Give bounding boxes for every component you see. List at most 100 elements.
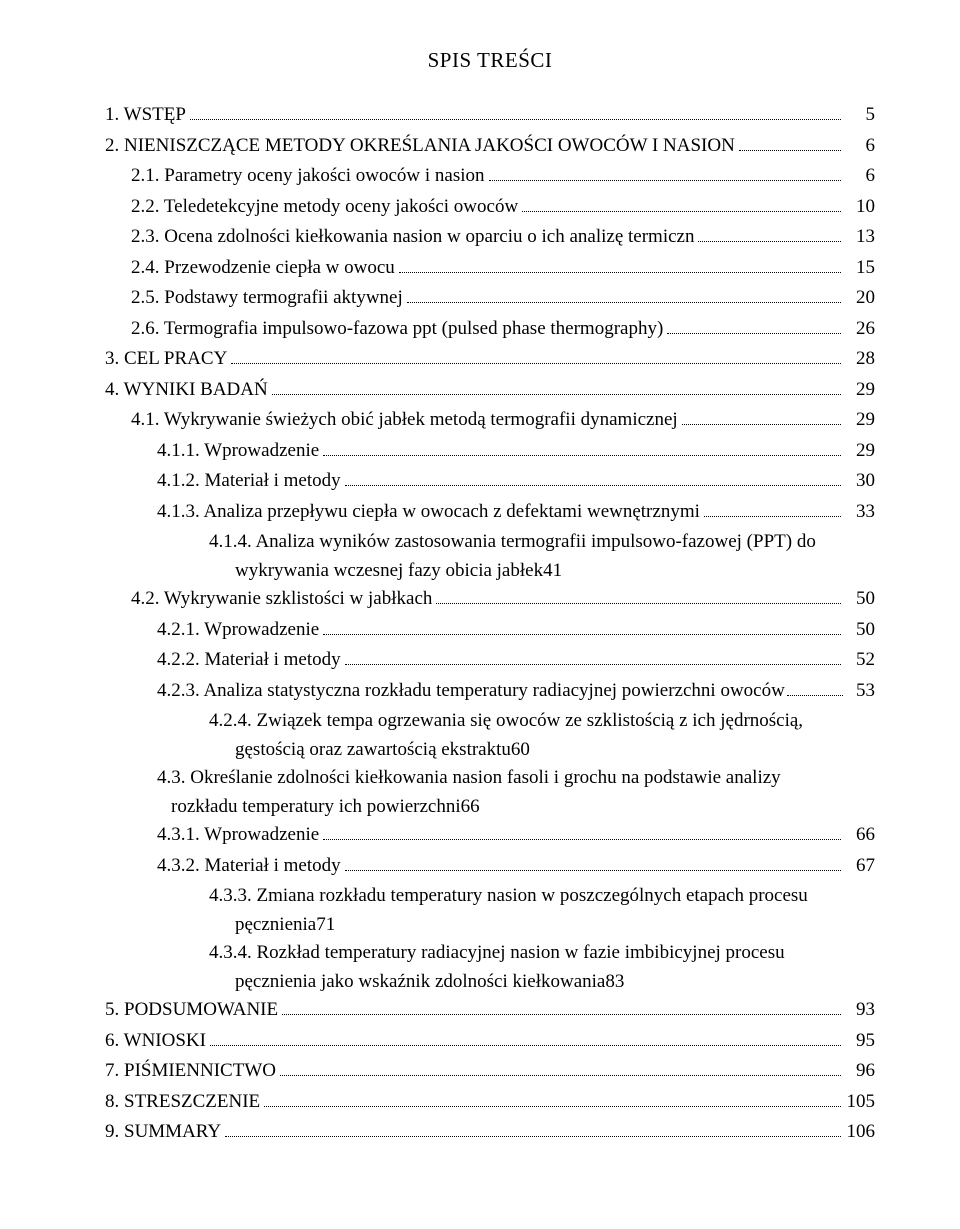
toc-entry: 4.2.2. Materiał i metody 52 (105, 646, 875, 675)
toc-entry: 4. WYNIKI BADAŃ29 (105, 376, 875, 405)
toc-entry: 2.4. Przewodzenie ciepła w owocu 15 (105, 254, 875, 283)
toc-entry-line1: 4.3. Określanie zdolności kiełkowania na… (131, 764, 875, 793)
toc-entry-label: 5. PODSUMOWANIE (105, 996, 278, 1025)
toc-entry: 4.2.1. Wprowadzenie 50 (105, 616, 875, 645)
toc-entry-label: 2.1. Parametry oceny jakości owoców i na… (131, 162, 485, 191)
toc-page-number: 93 (845, 996, 875, 1025)
toc-entry: 2.3. Ocena zdolności kiełkowania nasion … (105, 223, 875, 252)
toc-entry-label: 4.3.1. Wprowadzenie (157, 821, 319, 850)
toc-entry-label: 4. WYNIKI BADAŃ (105, 376, 268, 405)
toc-leader-dots (399, 254, 841, 272)
toc-entry-label: 4.1. Wykrywanie świeżych obić jabłek met… (131, 406, 678, 435)
toc-page-number: 5 (845, 101, 875, 130)
toc-entry: 4.1.3. Analiza przepływu ciepła w owocac… (105, 498, 875, 527)
toc-entry-label: wykrywania wczesnej fazy obicia jabłek (235, 557, 543, 586)
toc-page-number: 20 (845, 284, 875, 313)
toc-entry-line1: 4.3.3. Zmiana rozkładu temperatury nasio… (157, 882, 875, 911)
toc-entry-line1: 4.3.4. Rozkład temperatury radiacyjnej n… (157, 939, 875, 968)
toc-entry-label: 6. WNIOSKI (105, 1027, 206, 1056)
toc-page-number: 26 (845, 315, 875, 344)
toc-entry: 4.1.4. Analiza wyników zastosowania term… (105, 528, 875, 585)
toc-leader-dots (698, 224, 841, 242)
toc-entry: 4.2.4. Związek tempa ogrzewania się owoc… (105, 707, 875, 764)
toc-entry-label: 2.2. Teledetekcyjne metody oceny jakości… (131, 193, 518, 222)
toc-entry-line1: 4.1.4. Analiza wyników zastosowania term… (157, 528, 875, 557)
toc-entry: 7. PIŚMIENNICTWO96 (105, 1057, 875, 1086)
toc-entry: 4.2. Wykrywanie szklistości w jabłkach 50 (105, 585, 875, 614)
toc-page-number: 95 (845, 1027, 875, 1056)
toc-page-number: 60 (511, 736, 530, 765)
toc-leader-dots (436, 586, 841, 604)
toc-entry: 2.5. Podstawy termografii aktywnej 20 (105, 284, 875, 313)
toc-entry-label: 4.3.2. Materiał i metody (157, 852, 341, 881)
toc-leader-dots (323, 437, 841, 455)
toc-leader-dots (231, 346, 841, 364)
page-title: SPIS TREŚCI (105, 48, 875, 73)
toc-entry-label: 4.2. Wykrywanie szklistości w jabłkach (131, 585, 432, 614)
toc-entry-label: pęcznienia (235, 911, 316, 940)
toc-entry-label: rozkładu temperatury ich powierzchni (171, 793, 461, 822)
toc-page-number: 106 (845, 1118, 875, 1147)
toc-leader-dots (190, 102, 841, 120)
toc-entry-label: 2.6. Termografia impulsowo-fazowa ppt (p… (131, 315, 663, 344)
toc-entry: 2.1. Parametry oceny jakości owoców i na… (105, 162, 875, 191)
toc-page-number: 67 (845, 852, 875, 881)
toc-list: 1. WSTĘP 5 2. NIENISZCZĄCE METODY OKREŚLAN… (105, 101, 875, 1147)
toc-entry-line1: 4.2.4. Związek tempa ogrzewania się owoc… (157, 707, 875, 736)
toc-entry-label: 4.2.3. Analiza statystyczna rozkładu tem… (157, 677, 785, 706)
toc-page-number: 105 (845, 1088, 875, 1117)
toc-page-number: 15 (845, 254, 875, 283)
toc-leader-dots (282, 997, 841, 1015)
toc-entry: 4.2.3. Analiza statystyczna rozkładu tem… (105, 677, 875, 706)
toc-entry: 1. WSTĘP 5 (105, 101, 875, 130)
toc-entry-label: 2. NIENISZCZĄCE METODY OKREŚLANIA JAKOŚC… (105, 132, 735, 161)
toc-page-number: 50 (845, 585, 875, 614)
toc-entry-line2: rozkładu temperatury ich powierzchni66 (131, 793, 875, 822)
toc-page-number: 10 (845, 193, 875, 222)
toc-entry: 4.1.1. Wprowadzenie29 (105, 437, 875, 466)
toc-leader-dots (225, 1119, 841, 1137)
toc-leader-dots (210, 1027, 841, 1045)
toc-entry-label: 1. WSTĘP (105, 101, 186, 130)
toc-entry-label: 2.5. Podstawy termografii aktywnej (131, 284, 403, 313)
toc-entry: 4.1.2. Materiał i metody30 (105, 467, 875, 496)
toc-entry-line2: wykrywania wczesnej fazy obicia jabłek41 (157, 557, 875, 586)
toc-page-number: 71 (316, 911, 335, 940)
toc-entry-label: 9. SUMMARY (105, 1118, 221, 1147)
toc-entry-label: 4.2.2. Materiał i metody (157, 646, 341, 675)
toc-page-number: 83 (605, 968, 624, 997)
toc-page-number: 33 (845, 498, 875, 527)
toc-leader-dots (682, 407, 841, 425)
toc-entry: 4.3.4. Rozkład temperatury radiacyjnej n… (105, 939, 875, 996)
toc-page-number: 30 (845, 467, 875, 496)
toc-leader-dots (345, 647, 841, 665)
toc-entry-line2: pęcznienia jako wskaźnik zdolności kiełk… (157, 968, 875, 997)
toc-leader-dots (787, 677, 843, 695)
toc-leader-dots (280, 1058, 841, 1076)
toc-page-number: 96 (845, 1057, 875, 1086)
toc-entry: 9. SUMMARY 106 (105, 1118, 875, 1147)
toc-entry-label: 8. STRESZCZENIE (105, 1088, 260, 1117)
toc-entry-label: 4.2.1. Wprowadzenie (157, 616, 319, 645)
toc-entry: 2. NIENISZCZĄCE METODY OKREŚLANIA JAKOŚC… (105, 132, 875, 161)
toc-entry: 3. CEL PRACY28 (105, 345, 875, 374)
toc-entry: 4.3.2. Materiał i metody 67 (105, 852, 875, 881)
toc-entry-label: 2.4. Przewodzenie ciepła w owocu (131, 254, 395, 283)
toc-entry-line2: gęstością oraz zawartością ekstraktu60 (157, 736, 875, 765)
toc-page-number: 50 (845, 616, 875, 645)
toc-page-number: 28 (845, 345, 875, 374)
toc-leader-dots (323, 616, 841, 634)
toc-entry-label: 4.1.1. Wprowadzenie (157, 437, 319, 466)
toc-leader-dots (345, 468, 841, 486)
toc-leader-dots (345, 852, 841, 870)
toc-entry: 4.3.1. Wprowadzenie 66 (105, 821, 875, 850)
toc-page-number: 52 (845, 646, 875, 675)
toc-entry-label: 4.1.3. Analiza przepływu ciepła w owocac… (157, 498, 700, 527)
toc-leader-dots (739, 132, 841, 150)
toc-entry: 4.3. Określanie zdolności kiełkowania na… (105, 764, 875, 821)
toc-page-number: 66 (461, 793, 480, 822)
toc-leader-dots (667, 315, 841, 333)
toc-leader-dots (272, 376, 841, 394)
toc-entry: 4.1. Wykrywanie świeżych obić jabłek met… (105, 406, 875, 435)
toc-page-number: 66 (845, 821, 875, 850)
